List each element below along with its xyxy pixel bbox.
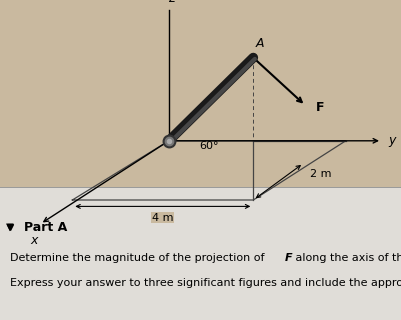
- Text: x: x: [30, 234, 38, 247]
- Text: F: F: [284, 252, 292, 263]
- Text: z: z: [167, 0, 174, 5]
- Text: 4 m: 4 m: [152, 213, 173, 223]
- Text: F: F: [315, 101, 323, 114]
- Text: y: y: [387, 134, 394, 147]
- Text: along the axis of the pole.: along the axis of the pole.: [291, 252, 401, 263]
- Text: 60°: 60°: [198, 140, 218, 151]
- Text: Determine the magnitude of the projection of: Determine the magnitude of the projectio…: [10, 252, 267, 263]
- Text: ▼: ▼: [6, 222, 14, 232]
- Bar: [0, 0, 401, 187]
- Text: 2 m: 2 m: [309, 169, 330, 180]
- Text: Part A: Part A: [24, 221, 67, 234]
- Text: Express your answer to three significant figures and include the appropriate uni: Express your answer to three significant…: [10, 278, 401, 288]
- Bar: [0, 187, 401, 320]
- Text: A: A: [255, 36, 263, 50]
